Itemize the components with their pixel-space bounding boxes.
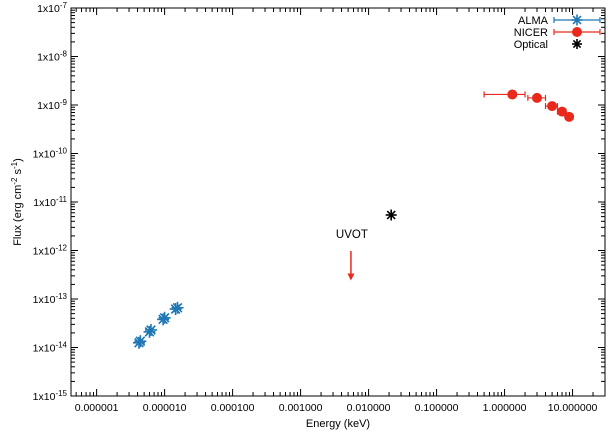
legend-label: NICER xyxy=(514,27,548,39)
upper-limit-arrowhead xyxy=(347,273,355,281)
y-tick-label: 1x10-14 xyxy=(33,340,68,355)
y-axis-ticks: 1x10-15 1x10-14 1x10-13 1x10-12 1x10-11 1x10-… xyxy=(33,1,605,404)
nicer-point xyxy=(557,106,568,117)
data-series xyxy=(132,89,575,349)
optical-point xyxy=(385,209,397,221)
legend-marker xyxy=(572,39,582,49)
x-tick-label: 0.001000 xyxy=(279,402,323,414)
y-tick-label: 1x10-11 xyxy=(33,195,67,210)
x-tick-label: 10.000000 xyxy=(548,402,598,414)
y-tick-label: 1x10-8 xyxy=(37,49,67,64)
alma-series xyxy=(132,301,184,349)
legend-entry-nicer: NICER xyxy=(514,27,601,39)
optical-series xyxy=(385,209,397,221)
legend-entry-optical: Optical xyxy=(514,39,582,51)
alma-point xyxy=(134,335,147,348)
x-tick-label: 0.010000 xyxy=(347,402,391,414)
y-tick-label: 1x10-13 xyxy=(33,292,68,307)
x-tick-label: 1.000000 xyxy=(483,402,527,414)
plot-frame xyxy=(70,7,606,397)
x-tick-label: 0.000010 xyxy=(143,402,187,414)
x-tick-label: 0.000100 xyxy=(211,402,255,414)
legend-label: ALMA xyxy=(518,15,549,27)
nicer-point xyxy=(547,101,558,112)
y-tick-label: 1x10-10 xyxy=(33,146,68,161)
y-tick-label: 1x10-7 xyxy=(37,1,67,16)
legend-marker xyxy=(572,27,582,37)
nicer-point xyxy=(507,89,518,100)
alma-point xyxy=(144,323,157,336)
x-axis-ticks: 0.000001 0.000010 0.000100 0.001000 0.010000… xyxy=(75,8,606,414)
y-tick-label: 1x10-9 xyxy=(37,98,67,113)
x-tick-label: 0.100000 xyxy=(415,402,459,414)
y-axis-title: Flux (erg cm-2 s-1) xyxy=(10,158,25,246)
legend-marker xyxy=(571,14,583,26)
legend-label: Optical xyxy=(514,39,548,51)
alma-point xyxy=(158,311,171,324)
nicer-point xyxy=(532,92,543,103)
alma-point xyxy=(171,301,184,314)
nicer-point xyxy=(564,111,575,122)
legend-entry-alma: ALMA xyxy=(518,14,601,27)
y-tick-label: 1x10-15 xyxy=(33,389,68,404)
nicer-series xyxy=(483,89,575,122)
x-tick-label: 0.000001 xyxy=(75,402,119,414)
uvot-upper-limit: UVOT xyxy=(336,229,368,281)
uvot-label: UVOT xyxy=(336,229,368,241)
y-tick-label: 1x10-12 xyxy=(33,243,68,258)
x-axis-title: Energy (keV) xyxy=(306,418,370,430)
